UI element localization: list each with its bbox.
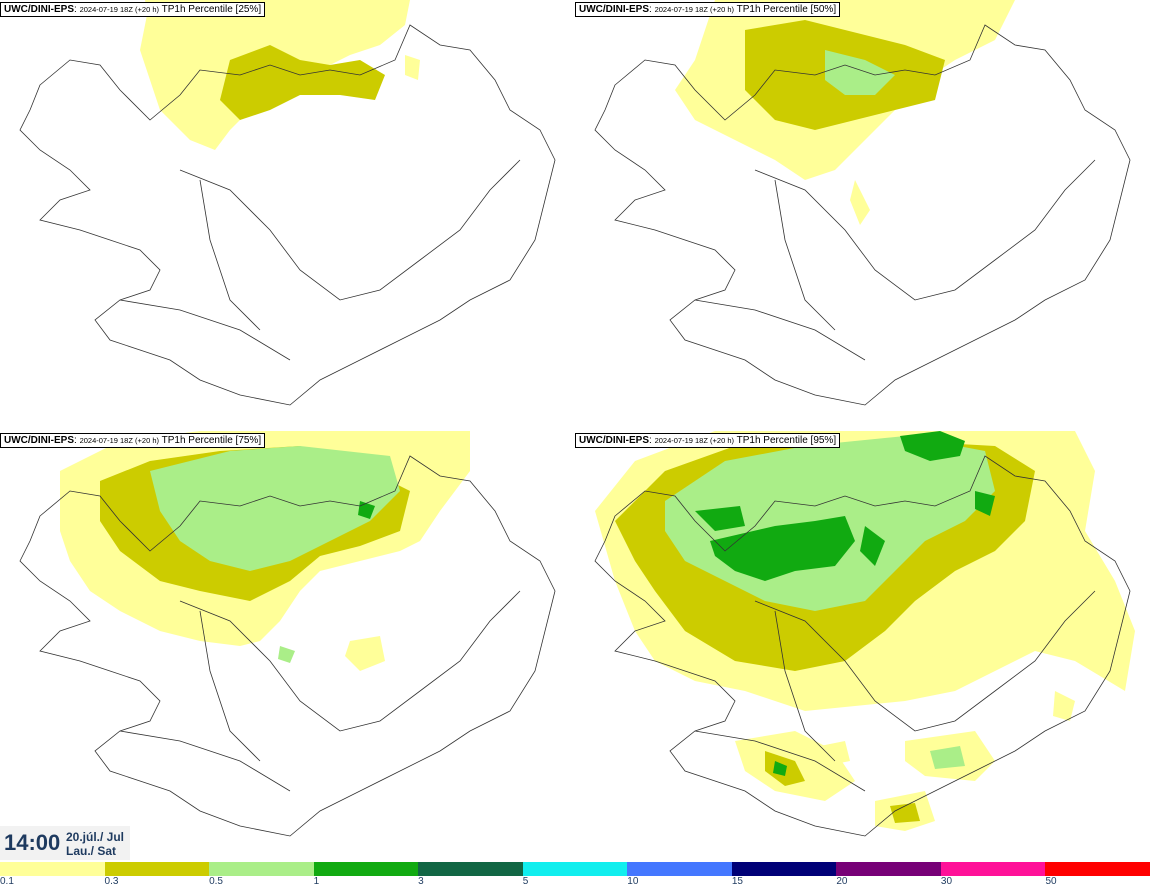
valid-date-line2: Lau./ Sat [66,844,117,858]
iceland-outline [19,24,556,406]
valid-date: 20.júl./ Jul Lau./ Sat [66,830,124,858]
legend-tick-label: 5 [522,876,529,887]
panel-title-p95: UWC/DINI-EPS: 2024-07-19 18Z (+20 h) TP1… [575,433,841,448]
precip-map-p25 [19,0,556,406]
legend-tick-label: 10 [627,876,639,887]
legend-tick-label: 1 [313,876,320,887]
legend-swatch [209,862,314,876]
legend-swatch [627,862,732,876]
precip-legend: 0.1 0.3 0.5 1 3 5 10 15 20 30 50 [0,862,1150,891]
precip-map-p50 [594,0,1131,406]
iceland-outline [19,455,556,837]
map-panel-p95: UWC/DINI-EPS: 2024-07-19 18Z (+20 h) TP1… [575,431,1150,862]
precip-map-p95 [594,431,1135,837]
legend-tick-label: 0.1 [0,876,14,887]
legend-tick-label: 0.5 [209,876,223,887]
valid-date-line1: 20.júl./ Jul [66,830,125,844]
legend-tick-label: 30 [940,876,953,887]
valid-time: 14:00 [4,830,61,855]
legend-color-bar [0,862,1150,876]
map-panel-p50: UWC/DINI-EPS: 2024-07-19 18Z (+20 h) TP1… [575,0,1150,431]
legend-tick-label: 20 [836,876,848,887]
legend-swatch [0,862,105,876]
map-panel-p25: UWC/DINI-EPS: 2024-07-19 18Z (+20 h) TP1… [0,0,575,431]
map-panel-p75: UWC/DINI-EPS: 2024-07-19 18Z (+20 h) TP1… [0,431,575,862]
iceland-outline [594,455,1131,837]
precip-map-p75 [19,431,556,837]
legend-swatch [940,862,1046,876]
legend-tick-label: 3 [418,876,424,887]
legend-swatch [522,862,628,876]
legend-swatch [418,862,523,876]
iceland-outline [594,24,1131,406]
valid-time-box: 14:00 20.júl./ Jul Lau./ Sat [0,826,130,860]
legend-swatch [313,862,419,876]
panel-title-p50: UWC/DINI-EPS: 2024-07-19 18Z (+20 h) TP1… [575,2,841,17]
legend-swatch [731,862,837,876]
legend-tick-label: 15 [731,876,743,887]
legend-tick-label: 50 [1045,876,1057,887]
legend-swatch [104,862,210,876]
panel-title-p75: UWC/DINI-EPS: 2024-07-19 18Z (+20 h) TP1… [0,433,266,448]
legend-swatch [836,862,941,876]
panel-title-p25: UWC/DINI-EPS: 2024-07-19 18Z (+20 h) TP1… [0,2,266,17]
legend-swatch [1045,862,1150,876]
legend-tick-label: 0.3 [104,876,119,887]
